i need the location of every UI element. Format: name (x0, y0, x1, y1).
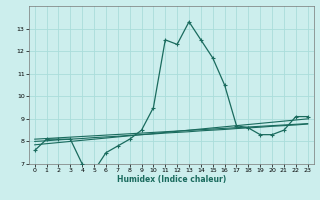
X-axis label: Humidex (Indice chaleur): Humidex (Indice chaleur) (116, 175, 226, 184)
